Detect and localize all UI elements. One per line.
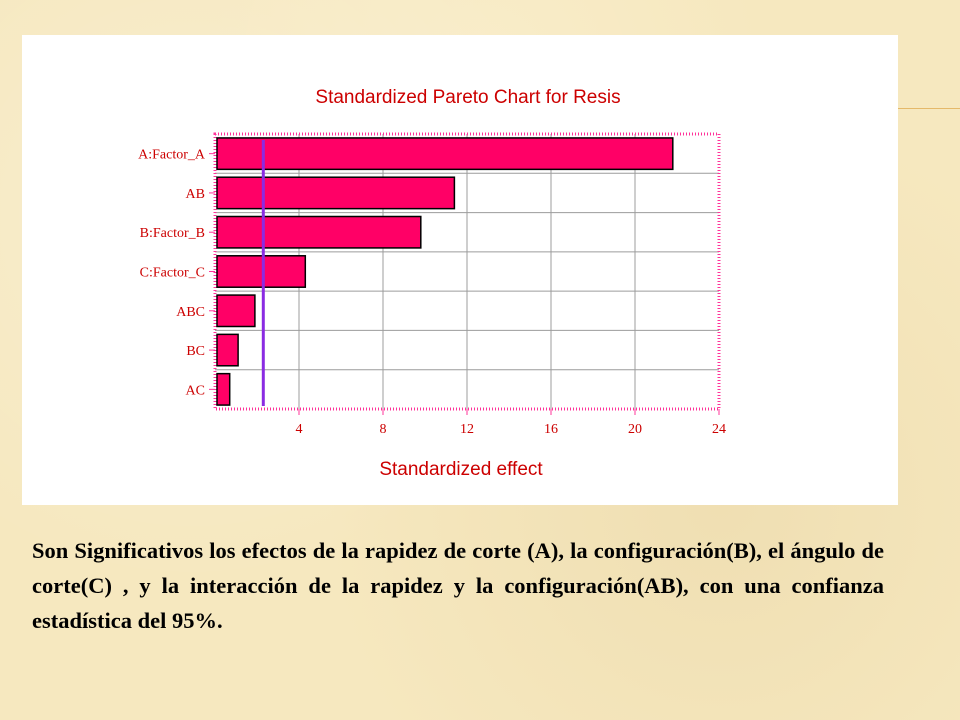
- bar-b-factor-b: [216, 215, 422, 249]
- plot-frame: [213, 132, 721, 411]
- bar-a-factor-a: [216, 137, 674, 171]
- bar-ab: [216, 176, 456, 210]
- pareto-chart: Standardized Pareto Chart for Resis Stan…: [138, 87, 726, 480]
- caption-text: Son Significativos los efectos de la rap…: [32, 538, 884, 633]
- chart-panel: Standardized Pareto Chart for Resis Stan…: [22, 35, 898, 505]
- y-tick-label: C:Factor_C: [140, 266, 205, 281]
- x-tick-label: 8: [380, 422, 387, 437]
- y-tick-label: B:Factor_B: [140, 226, 205, 241]
- y-tick-label: AB: [186, 187, 205, 202]
- bar-bc: [216, 333, 239, 367]
- y-tick-label: BC: [186, 344, 205, 359]
- bar-c-factor-c: [216, 255, 307, 288]
- y-tick-label: ABC: [176, 305, 205, 320]
- x-tick-label: 24: [712, 422, 726, 437]
- bar-abc: [216, 294, 256, 328]
- chart-title: Standardized Pareto Chart for Resis: [315, 87, 620, 108]
- y-tick-label: AC: [186, 383, 205, 398]
- x-tick-label: 20: [628, 422, 642, 437]
- x-tick-label: 12: [460, 422, 474, 437]
- bar-ac: [216, 372, 231, 406]
- x-tick-label: 16: [544, 422, 558, 437]
- x-tick-label: 4: [296, 422, 303, 437]
- x-axis-label: Standardized effect: [379, 459, 543, 480]
- y-tick-label: A:Factor_A: [138, 148, 206, 163]
- decorative-line: [898, 108, 960, 109]
